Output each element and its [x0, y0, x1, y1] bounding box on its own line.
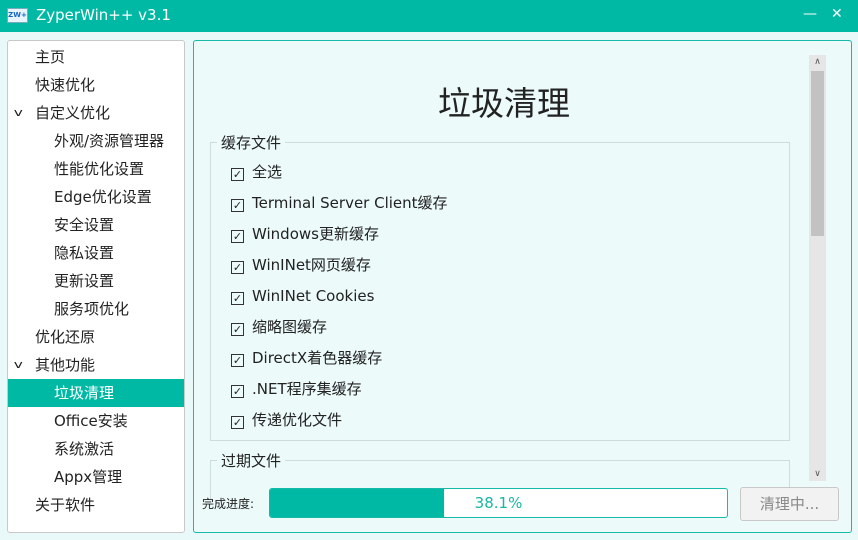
sidebar-item[interactable]: 更新设置: [8, 267, 184, 295]
checkbox-label: Terminal Server Client缓存: [252, 194, 448, 212]
sidebar-item-label: 隐私设置: [54, 244, 115, 262]
checkbox-item[interactable]: ✓ Terminal Server Client缓存: [231, 193, 448, 213]
sidebar-item[interactable]: 性能优化设置: [8, 155, 184, 183]
sidebar-nav: 主页快速优化 v 自定义优化外观/资源管理器 性能优化设置 Edge优化设置 安全设置隐私…: [7, 40, 185, 533]
scroll-up-icon[interactable]: ∧: [814, 57, 821, 67]
sidebar-item[interactable]: 关于软件: [8, 491, 184, 519]
sidebar-item-label: 垃圾清理: [54, 384, 115, 402]
group-label: 缓存文件: [217, 132, 286, 153]
checkbox-label: WinINet网页缓存: [252, 256, 371, 274]
group-expired-files: 过期文件: [210, 450, 790, 500]
progress-fill: [270, 489, 445, 517]
sidebar-item[interactable]: 垃圾清理: [8, 379, 184, 407]
sidebar-item[interactable]: 隐私设置: [8, 239, 184, 267]
checkbox-icon[interactable]: ✓: [231, 292, 244, 305]
sidebar-item-label: 更新设置: [54, 272, 115, 290]
sidebar-item-label: 系统激活: [54, 440, 115, 458]
checkbox-item[interactable]: ✓ 传递优化文件: [231, 410, 342, 430]
checkbox-icon[interactable]: ✓: [231, 230, 244, 243]
sidebar-item[interactable]: 主页: [8, 43, 184, 71]
progress-text: 38.1%: [474, 494, 523, 512]
sidebar-item-label: 关于软件: [35, 496, 96, 514]
sidebar-item-label: 其他功能: [35, 356, 96, 374]
sidebar-item-label: 性能优化设置: [54, 160, 145, 178]
sidebar-item[interactable]: 系统激活: [8, 435, 184, 463]
checkbox-label: 全选: [252, 163, 283, 181]
sidebar-item-label: Office安装: [54, 412, 128, 430]
sidebar-item[interactable]: 安全设置: [8, 211, 184, 239]
group-cache-files: 缓存文件 ✓ 全选 ✓ Terminal Server Client缓存 ✓ Window…: [210, 132, 790, 441]
checkbox-item[interactable]: ✓ WinINet网页缓存: [231, 255, 371, 275]
checkbox-label: WinINet Cookies: [252, 287, 375, 305]
group-label: 过期文件: [217, 450, 286, 471]
chevron-down-icon[interactable]: v: [13, 358, 23, 371]
sidebar-item[interactable]: Edge优化设置: [8, 183, 184, 211]
sidebar-item-label: 服务项优化: [54, 300, 130, 318]
checkbox-icon[interactable]: ✓: [231, 385, 244, 398]
app-logo-icon: ZW+: [7, 8, 28, 23]
sidebar-item-label: Edge优化设置: [54, 188, 152, 206]
sidebar-item[interactable]: 服务项优化: [8, 295, 184, 323]
scrollbar[interactable]: ∧ ∨: [809, 55, 826, 481]
checkbox-icon[interactable]: ✓: [231, 168, 244, 181]
title-bar: ZW+ ZyperWin++ v3.1 — ✕: [0, 0, 858, 32]
checkbox-label: 传递优化文件: [252, 411, 343, 429]
sidebar-item[interactable]: 优化还原: [8, 323, 184, 351]
checkbox-item[interactable]: ✓ .NET程序集缓存: [231, 379, 362, 399]
sidebar-item-label: 外观/资源管理器: [54, 132, 165, 150]
checkbox-icon[interactable]: ✓: [231, 354, 244, 367]
minimize-icon[interactable]: —: [803, 6, 817, 22]
checkbox-item[interactable]: ✓ 缩略图缓存: [231, 317, 327, 337]
clean-button[interactable]: 清理中...: [740, 487, 839, 521]
sidebar-item[interactable]: 外观/资源管理器: [8, 127, 184, 155]
sidebar-item-label: 快速优化: [35, 76, 96, 94]
checkbox-item[interactable]: ✓ DirectX着色器缓存: [231, 348, 382, 368]
checkbox-label: .NET程序集缓存: [252, 380, 362, 398]
checkbox-label: DirectX着色器缓存: [252, 349, 383, 367]
checkbox-icon[interactable]: ✓: [231, 199, 244, 212]
close-icon[interactable]: ✕: [831, 6, 843, 22]
sidebar-item[interactable]: Appx管理: [8, 463, 184, 491]
sidebar-item-label: 优化还原: [35, 328, 96, 346]
window-title: ZyperWin++ v3.1: [36, 6, 171, 24]
checkbox-label: Windows更新缓存: [252, 225, 379, 243]
progress-label: 完成进度:: [202, 497, 255, 511]
sidebar-item-label: 主页: [35, 48, 66, 66]
page-title: 垃圾清理: [438, 84, 570, 123]
checkbox-icon[interactable]: ✓: [231, 416, 244, 429]
checkbox-label: 缩略图缓存: [252, 318, 328, 336]
sidebar-item[interactable]: Office安装: [8, 407, 184, 435]
checkbox-item[interactable]: ✓ 全选: [231, 162, 282, 182]
main-panel: 垃圾清理 缓存文件 ✓ 全选 ✓ Terminal Server Client缓存 ✓ W…: [193, 40, 852, 533]
scrollbar-thumb[interactable]: [811, 71, 824, 236]
checkbox-icon[interactable]: ✓: [231, 323, 244, 336]
progress-bar: 38.1%: [269, 488, 728, 518]
sidebar-item[interactable]: v 其他功能: [8, 351, 184, 379]
sidebar-item-label: Appx管理: [54, 468, 123, 486]
sidebar-item-label: 安全设置: [54, 216, 115, 234]
checkbox-icon[interactable]: ✓: [231, 261, 244, 274]
sidebar-item-label: 自定义优化: [35, 104, 111, 122]
scroll-down-icon[interactable]: ∨: [814, 469, 821, 479]
checkbox-item[interactable]: ✓ Windows更新缓存: [231, 224, 379, 244]
chevron-down-icon[interactable]: v: [13, 106, 23, 119]
sidebar-item[interactable]: v 自定义优化: [8, 99, 184, 127]
checkbox-item[interactable]: ✓ WinINet Cookies: [231, 286, 374, 306]
sidebar-item[interactable]: 快速优化: [8, 71, 184, 99]
